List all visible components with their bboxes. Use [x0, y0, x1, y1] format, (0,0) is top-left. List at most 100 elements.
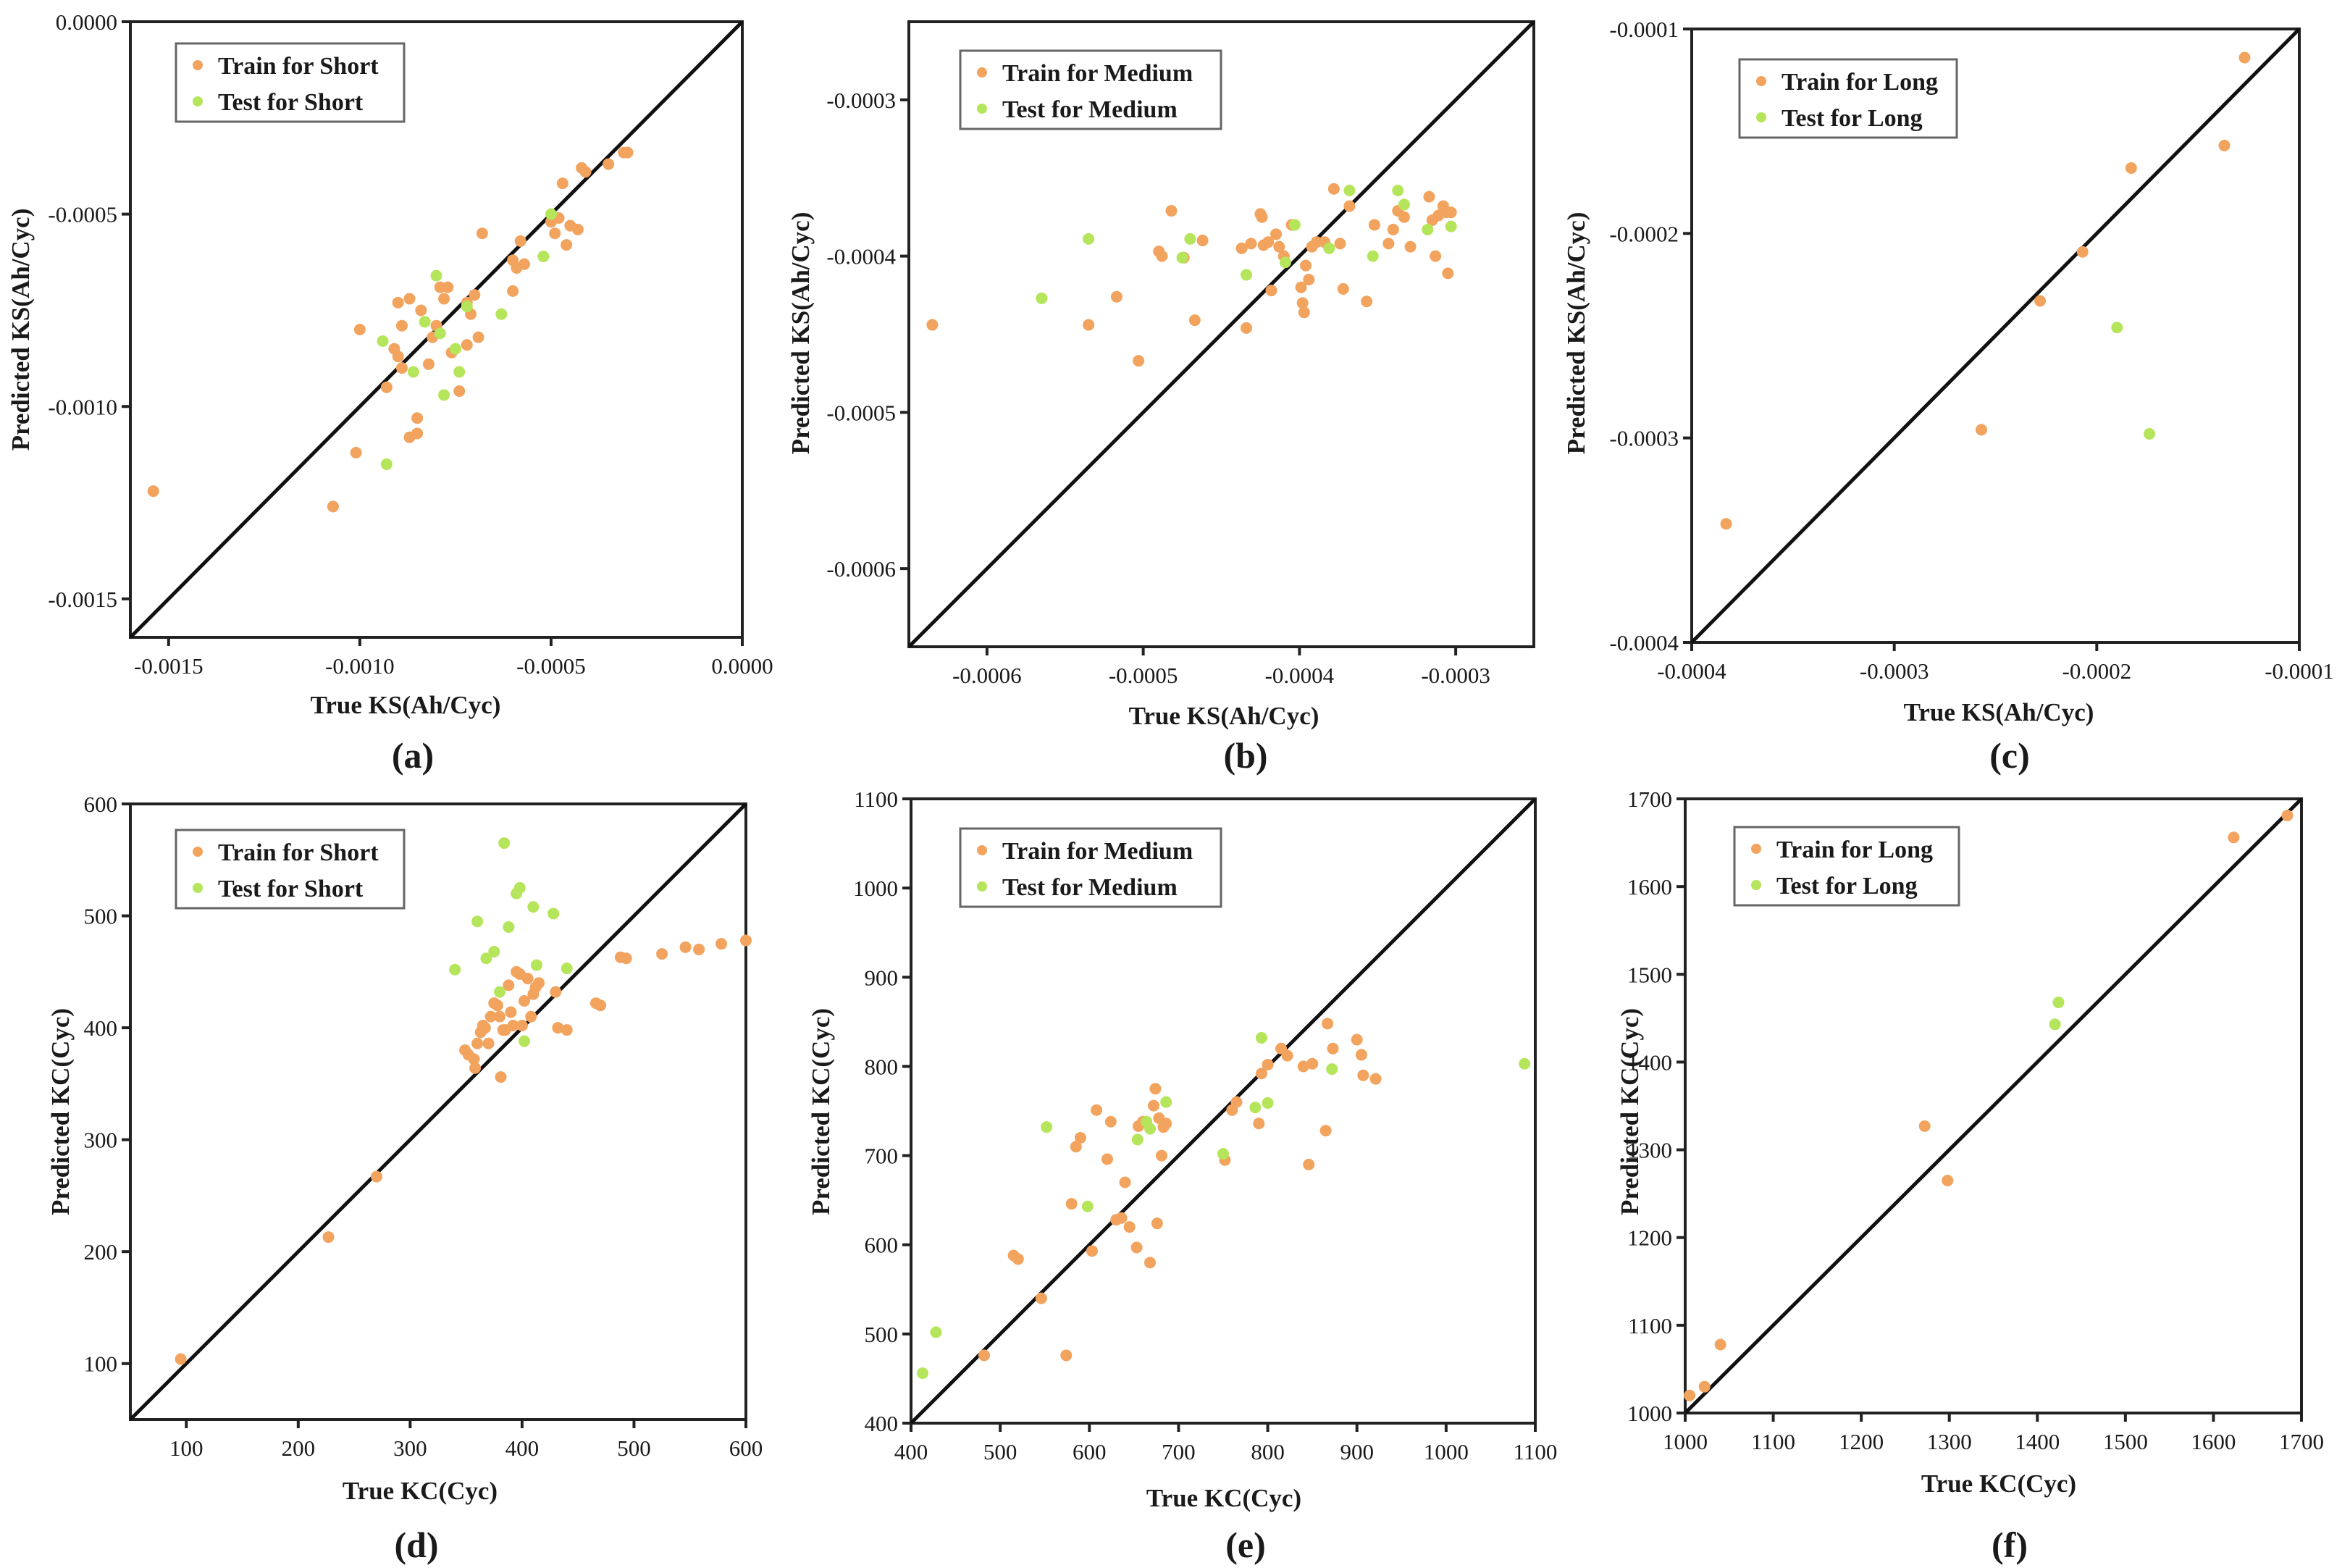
legend-box: [959, 49, 1222, 130]
data-point: [2281, 810, 2294, 822]
x-axis-title: True KC(Cyc): [1921, 1470, 2076, 1498]
series-train: [926, 183, 1457, 367]
data-point: [1253, 1118, 1265, 1130]
data-point: [525, 1010, 537, 1023]
data-point: [1382, 238, 1395, 250]
y-tick-label: 500: [84, 904, 118, 929]
data-point: [1519, 1057, 1531, 1070]
x-tick-label: -0.0004: [1265, 663, 1335, 688]
data-point: [498, 837, 511, 850]
data-point: [595, 999, 607, 1012]
y-tick-label: -0.0005: [48, 202, 117, 227]
plot-frame: [129, 802, 747, 1421]
x-tick-label: 600: [1073, 1439, 1107, 1464]
data-point: [449, 963, 461, 976]
data-point: [471, 1037, 484, 1049]
data-point: [1361, 295, 1373, 308]
data-point: [521, 973, 534, 985]
legend-marker: [193, 847, 203, 857]
data-point: [533, 977, 545, 989]
x-tick-label: 1700: [2279, 1429, 2324, 1454]
data-point: [2144, 428, 2156, 440]
legend: Train for Short Test for Short: [175, 42, 406, 123]
data-point: [620, 952, 632, 965]
data-point: [556, 177, 568, 190]
data-point: [1160, 1118, 1172, 1130]
y-tick-label: 400: [84, 1015, 118, 1041]
data-point: [516, 1020, 528, 1031]
data-point: [1297, 1060, 1309, 1073]
data-point: [507, 1020, 519, 1031]
series-test: [1036, 185, 1457, 304]
plot-frame: [129, 20, 744, 639]
data-point: [422, 358, 435, 370]
data-point: [621, 146, 634, 159]
data-point: [1327, 1042, 1339, 1055]
legend-marker: [193, 60, 203, 70]
y-tick-label: 1300: [1627, 1138, 1672, 1163]
data-point: [1249, 1102, 1262, 1114]
data-point: [1445, 220, 1457, 232]
data-point: [1303, 273, 1315, 285]
data-point: [1422, 223, 1434, 235]
data-point: [1404, 240, 1417, 253]
x-tick-label: 400: [894, 1439, 928, 1464]
data-point: [1306, 1057, 1319, 1070]
data-point: [2218, 139, 2231, 151]
data-point: [1151, 1217, 1163, 1230]
plot-frame: [1690, 28, 2301, 644]
legend-box: [1733, 826, 1960, 907]
data-point: [488, 946, 500, 957]
data-point: [505, 1006, 517, 1018]
y-axis-title: Predicted KC(Cyc): [807, 1008, 835, 1215]
x-tick-label: -0.0002: [2062, 658, 2132, 684]
y-tick-label: -0.0015: [48, 587, 117, 612]
x-tick-label: -0.0004: [1657, 658, 1726, 684]
data-point: [537, 251, 550, 263]
data-point: [1255, 1068, 1267, 1080]
panel-d: 100 200 300 400 500 600 100 200 300 400 500 600 Trai…: [46, 792, 763, 1565]
data-point: [1270, 228, 1283, 240]
legend-marker: [193, 883, 203, 893]
data-point: [2034, 295, 2047, 307]
data-point: [1327, 183, 1340, 195]
legend-box: [175, 42, 406, 123]
data-point: [415, 304, 427, 316]
data-point: [438, 389, 450, 401]
data-point: [603, 158, 615, 170]
legend-marker: [1756, 112, 1766, 122]
data-point: [978, 1349, 990, 1362]
x-tick-label: 1500: [2103, 1429, 2148, 1454]
data-point: [1196, 235, 1209, 247]
data-point: [449, 343, 461, 355]
data-point: [1110, 290, 1122, 303]
data-point: [552, 1022, 564, 1034]
data-point: [438, 293, 450, 305]
data-point: [1235, 242, 1248, 254]
x-tick-label: 500: [617, 1435, 651, 1461]
x-tick-label: 400: [505, 1435, 540, 1461]
data-point: [1918, 1120, 1931, 1132]
plot-frame: [1684, 797, 2303, 1414]
y-tick-label: -0.0002: [1609, 221, 1679, 246]
data-point: [1368, 219, 1380, 231]
x-tick-label: 1300: [1927, 1429, 1972, 1454]
data-point: [1351, 1034, 1363, 1046]
data-point: [322, 1231, 335, 1244]
data-point: [1147, 1099, 1159, 1112]
data-point: [1188, 314, 1201, 327]
y-axis-title: Predicted KS(Ah/Cyc): [786, 212, 815, 455]
x-tick-label: 1000: [1424, 1439, 1469, 1464]
data-point: [561, 1024, 573, 1036]
plot-frame: [910, 797, 1537, 1425]
y-tick-label: 700: [865, 1144, 899, 1169]
data-point: [926, 319, 939, 331]
data-point: [1241, 269, 1253, 281]
legend: Train for Medium Test for Medium: [959, 49, 1222, 130]
y-tick-label: 600: [84, 792, 118, 817]
data-point: [371, 1170, 382, 1183]
data-point: [1086, 1245, 1098, 1257]
data-point: [1230, 1096, 1243, 1108]
data-point: [1334, 238, 1346, 250]
data-point: [461, 301, 473, 313]
